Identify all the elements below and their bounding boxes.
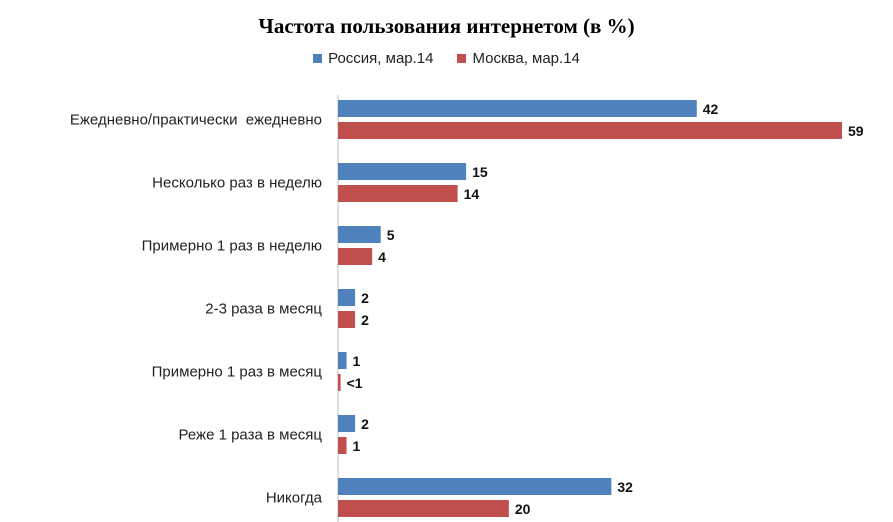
data-label-moscow: 2 — [361, 312, 369, 328]
bar-russia — [338, 100, 697, 117]
legend-item-moscow: Москва, мар.14 — [457, 50, 580, 67]
data-label-moscow: 20 — [515, 501, 531, 517]
data-label-moscow: 59 — [848, 123, 864, 139]
bar-russia — [338, 226, 381, 243]
bar-russia — [338, 352, 347, 369]
chart-title: Частота пользования интернетом (в %) — [258, 14, 635, 38]
legend-item-russia: Россия, мар.14 — [313, 50, 433, 67]
bar-russia — [338, 478, 612, 495]
data-label-russia: 5 — [387, 227, 395, 243]
data-label-moscow: <1 — [347, 375, 363, 391]
legend-swatch-russia — [313, 54, 323, 63]
legend-label-russia: Россия, мар.14 — [328, 50, 434, 67]
bar-moscow — [338, 374, 341, 391]
legend-swatch-moscow — [457, 54, 467, 63]
category-label: Реже 1 раза в месяц — [179, 427, 323, 444]
bar-moscow — [338, 248, 373, 265]
data-label-russia: 15 — [472, 164, 488, 180]
data-label-moscow: 14 — [464, 186, 480, 202]
category-label: Несколько раз в неделю — [152, 175, 322, 192]
bar-moscow — [338, 122, 842, 139]
data-label-moscow: 4 — [378, 249, 386, 265]
bar-moscow — [338, 500, 509, 517]
data-label-russia: 2 — [361, 290, 369, 306]
data-label-moscow: 1 — [353, 438, 361, 454]
bar-moscow — [338, 437, 347, 454]
data-label-russia: 1 — [353, 353, 361, 369]
category-label: Примерно 1 раз в неделю — [142, 238, 322, 255]
legend: Россия, мар.14 Москва, мар.14 — [0, 50, 893, 67]
category-label: 2-3 раза в месяц — [205, 301, 322, 318]
category-label: Никогда — [266, 490, 323, 507]
bar-russia — [338, 415, 356, 432]
data-label-russia: 32 — [617, 479, 633, 495]
bar-russia — [338, 163, 467, 180]
bar-moscow — [338, 311, 356, 328]
category-label: Примерно 1 раз в месяц — [152, 364, 323, 381]
legend-label-moscow: Москва, мар.14 — [472, 50, 580, 67]
data-label-russia: 2 — [361, 416, 369, 432]
data-label-russia: 42 — [703, 101, 719, 117]
bar-moscow — [338, 185, 458, 202]
category-label: Ежедневно/практически ежедневно — [70, 112, 322, 129]
bar-russia — [338, 289, 356, 306]
